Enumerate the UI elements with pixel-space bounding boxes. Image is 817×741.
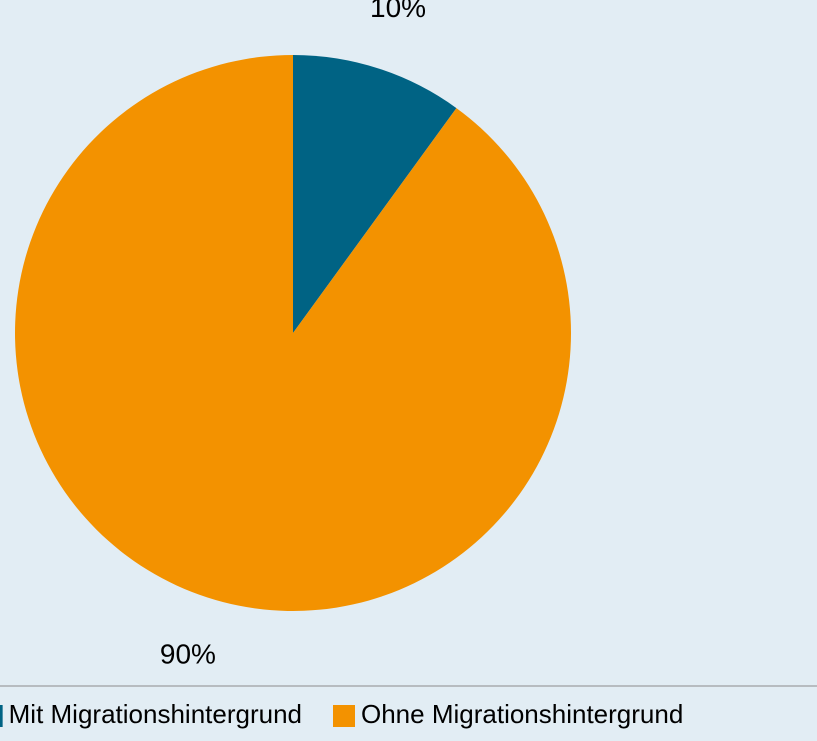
slice-label: 90% (160, 639, 216, 670)
legend-swatch (0, 705, 3, 727)
legend-label: Ohne Migrationshintergrund (361, 699, 683, 729)
legend-swatch (333, 705, 355, 727)
pie-slice (293, 55, 457, 333)
pie-slice (15, 55, 572, 611)
slice-label: 10% (370, 0, 426, 23)
legend-label: Mit Migrationshintergrund (9, 699, 302, 729)
